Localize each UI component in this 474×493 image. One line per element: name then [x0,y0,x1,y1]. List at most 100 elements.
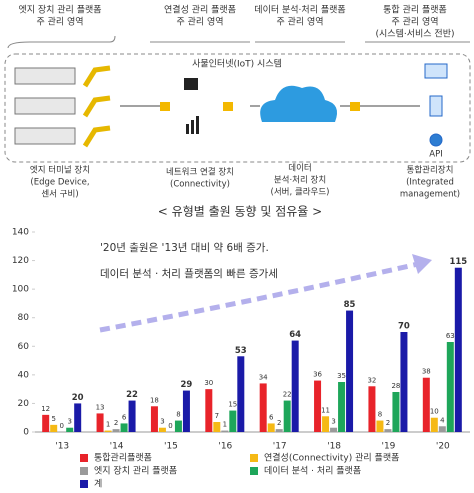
value-label: 1 [223,421,227,429]
bar [283,400,291,432]
legend-swatch [80,480,88,488]
legend-swatch [250,454,258,462]
value-label: 11 [321,406,330,414]
bar [291,340,299,432]
system-frame [4,53,471,163]
legend-label: 계 [94,478,102,490]
bar [213,422,221,432]
bar [384,429,392,432]
bar [392,392,400,432]
value-label: 30 [204,379,213,387]
value-label: 29 [181,380,193,390]
y-tick-label: 100 [12,285,29,295]
bar [454,267,462,432]
network-icons [184,78,199,134]
value-label: 35 [337,372,346,380]
arrow-head [412,254,432,274]
x-tick-label: '15 [164,442,178,452]
device-label: (Integrated [406,178,454,188]
device-label: (Connectivity) [170,180,230,190]
bar [158,427,166,432]
value-label: 28 [391,382,400,390]
bar [120,423,128,432]
zone-label: 연결성 관리 플랫폼 [164,5,236,16]
legend-swatch [80,454,88,462]
bar [322,416,330,432]
bar [368,386,376,432]
diagram [4,35,471,163]
value-label: 15 [228,401,237,409]
value-label: 6 [269,413,274,421]
bar [438,426,446,432]
value-label: 0 [59,422,63,430]
value-label: 22 [126,390,138,400]
x-tick-label: '16 [218,442,232,452]
bar [376,420,384,432]
device-label: 네트워크 연결 장치 [166,167,234,178]
legend-swatch [250,467,258,475]
y-tick-label: 80 [18,313,30,323]
value-label: 7 [215,412,219,420]
bar [128,400,136,432]
device-label: (서버, 클라우드) [271,187,330,198]
value-label: 36 [313,371,322,379]
bar [446,342,454,432]
value-label: 70 [398,322,410,332]
trend-arrow [99,261,419,333]
legend-swatch [80,467,88,475]
bar [150,406,158,432]
chart-title: < 유형별 출원 동향 및 점유율 > [158,205,322,219]
zone-label: (시스템·서비스 전반) [376,28,455,40]
y-tick-label: 20 [18,399,30,409]
bar [221,430,229,432]
value-label: 6 [122,413,127,421]
legend-label: 연결성(Connectivity) 관리 플랫폼 [264,453,399,464]
zone-label: 엣지 장치 관리 플랫폼 [18,4,101,16]
value-label: 2 [277,419,281,427]
bar [174,420,182,432]
bar [42,414,50,432]
bar [182,390,190,432]
legend-label: 통합관리플랫폼 [94,453,152,464]
value-label: 3 [331,418,335,426]
bar [96,413,104,432]
zone-label: 주 관리 영역 [391,17,438,28]
value-label: 20 [72,393,84,403]
device-label: 엣지 터미널 장치 [30,165,90,176]
edge-devices [14,65,111,148]
x-tick-label: '18 [327,442,341,452]
value-label: 10 [430,408,439,416]
device-label: 센서 구비) [41,189,78,200]
device-label: 분석·처리 장치 [274,175,326,186]
zone-label: 주 관리 영역 [276,17,323,28]
device-label: 통합관리장치 [407,165,454,176]
value-label: 38 [422,368,431,376]
legend-label: 엣지 장치 관리 플랫폼 [94,465,177,477]
value-label: 8 [176,411,180,419]
zone-label: 데이터 분석·처리 플랫폼 [254,4,345,16]
value-label: 3 [67,418,71,426]
device-label: (Edge Device, [30,178,89,188]
value-label: 63 [446,332,455,340]
value-label: 18 [150,396,159,404]
y-tick-label: 140 [12,228,29,238]
x-tick-label: '14 [110,442,124,452]
bar [422,377,430,432]
bar [259,383,267,432]
x-tick-label: '20 [436,442,450,452]
bar [267,423,275,432]
bar [430,417,438,432]
value-label: 34 [259,373,268,381]
value-label: 115 [449,257,467,267]
y-tick-label: 40 [18,370,30,380]
api-label: API [429,150,442,160]
value-label: 5 [51,415,55,423]
y-tick-label: 60 [18,342,30,352]
y-tick-label: 0 [23,428,29,438]
bar [229,410,237,432]
cloud [260,85,338,122]
braces [7,35,470,49]
annotation-box [95,236,335,286]
bar [74,403,82,432]
